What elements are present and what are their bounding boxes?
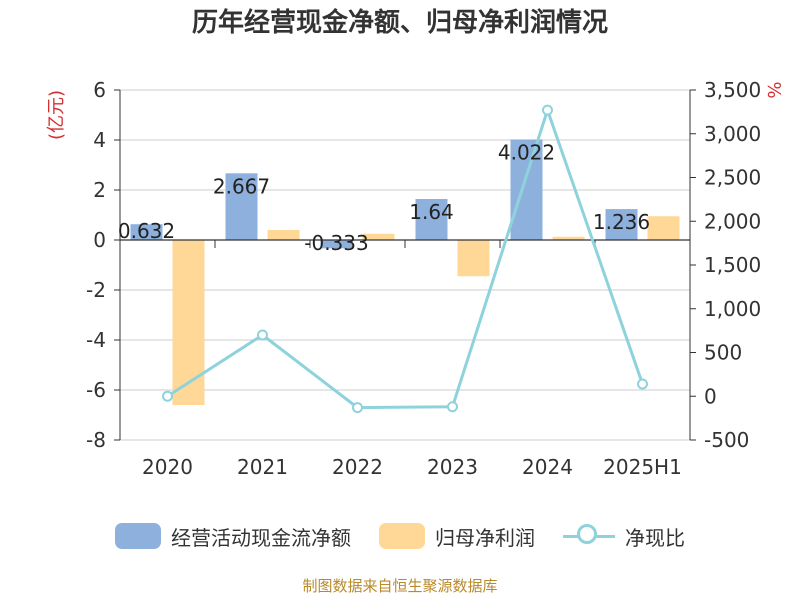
right-tick-label: -500 bbox=[704, 428, 749, 452]
chart-title: 历年经营现金净额、归母净利润情况 bbox=[191, 8, 608, 38]
legend-swatch-profit bbox=[379, 523, 425, 549]
legend-line-marker bbox=[563, 523, 615, 549]
bar-cashflow bbox=[415, 199, 448, 240]
x-tick-label: 2024 bbox=[522, 455, 573, 479]
legend-item-profit[interactable]: 归母净利润 bbox=[379, 522, 535, 551]
ratio-point bbox=[637, 378, 648, 390]
right-tick-label: 3,000 bbox=[704, 122, 761, 146]
bar-profit bbox=[552, 236, 585, 240]
legend-label-cashflow: 经营活动现金流净额 bbox=[171, 525, 351, 550]
data-label-cashflow: -0.333 bbox=[304, 231, 368, 255]
data-label-cashflow: 1.64 bbox=[409, 200, 454, 224]
right-tick-label: 0 bbox=[704, 384, 717, 408]
x-tick-label: 2021 bbox=[237, 455, 288, 479]
right-tick-label: 1,000 bbox=[704, 297, 761, 321]
left-tick-label: -6 bbox=[86, 378, 106, 402]
bar-cashflow bbox=[225, 173, 258, 240]
left-tick-label: 2 bbox=[93, 178, 106, 202]
bar-profit bbox=[362, 233, 395, 240]
x-tick-label: 2025H1 bbox=[603, 455, 682, 479]
bar-profit bbox=[172, 240, 205, 405]
source-text: 制图数据来自恒生聚源数据库 bbox=[302, 577, 498, 595]
bar-cashflow bbox=[605, 209, 638, 240]
right-axis-unit: % bbox=[763, 81, 784, 98]
data-label-cashflow: 2.667 bbox=[213, 174, 270, 198]
ratio-point bbox=[352, 402, 363, 414]
right-tick-label: 1,500 bbox=[704, 253, 761, 277]
right-tick-label: 3,500 bbox=[704, 78, 761, 102]
ratio-point bbox=[257, 329, 268, 341]
ratio-point bbox=[542, 104, 553, 116]
right-tick-label: 2,000 bbox=[704, 209, 761, 233]
left-tick-label: 4 bbox=[93, 128, 106, 152]
x-tick-label: 2023 bbox=[427, 455, 478, 479]
ratio-point bbox=[162, 390, 173, 402]
legend-swatch-cashflow bbox=[115, 523, 161, 549]
left-tick-label: -8 bbox=[86, 428, 106, 452]
left-tick-label: 6 bbox=[93, 78, 106, 102]
x-tick-label: 2022 bbox=[332, 455, 383, 479]
legend-item-ratio[interactable]: 净现比 bbox=[563, 522, 685, 551]
ratio-point bbox=[447, 401, 458, 413]
bar-profit bbox=[457, 240, 490, 277]
data-label-cashflow: 1.236 bbox=[593, 210, 650, 234]
left-tick-label: 0 bbox=[93, 228, 106, 252]
x-tick-label: 2020 bbox=[142, 455, 193, 479]
left-tick-label: -2 bbox=[86, 278, 106, 302]
legend-item-cashflow[interactable]: 经营活动现金流净额 bbox=[115, 522, 351, 551]
left-tick-label: -4 bbox=[86, 328, 106, 352]
left-axis-unit: (亿元) bbox=[46, 90, 67, 140]
legend-label-ratio: 净现比 bbox=[625, 525, 685, 550]
data-label-cashflow: 4.022 bbox=[498, 140, 555, 164]
bar-cashflow bbox=[510, 139, 543, 240]
bar-profit bbox=[267, 230, 300, 240]
data-label-cashflow: 0.632 bbox=[118, 219, 175, 243]
ratio-line bbox=[166, 108, 644, 410]
bar-cashflow bbox=[320, 240, 353, 249]
right-tick-label: 500 bbox=[704, 341, 742, 365]
bar-profit bbox=[647, 216, 680, 240]
legend-label-profit: 归母净利润 bbox=[435, 525, 535, 550]
bar-cashflow bbox=[130, 224, 163, 240]
legend[interactable]: 经营活动现金流净额 归母净利润 净现比 bbox=[0, 516, 800, 556]
right-tick-label: 2,500 bbox=[704, 166, 761, 190]
